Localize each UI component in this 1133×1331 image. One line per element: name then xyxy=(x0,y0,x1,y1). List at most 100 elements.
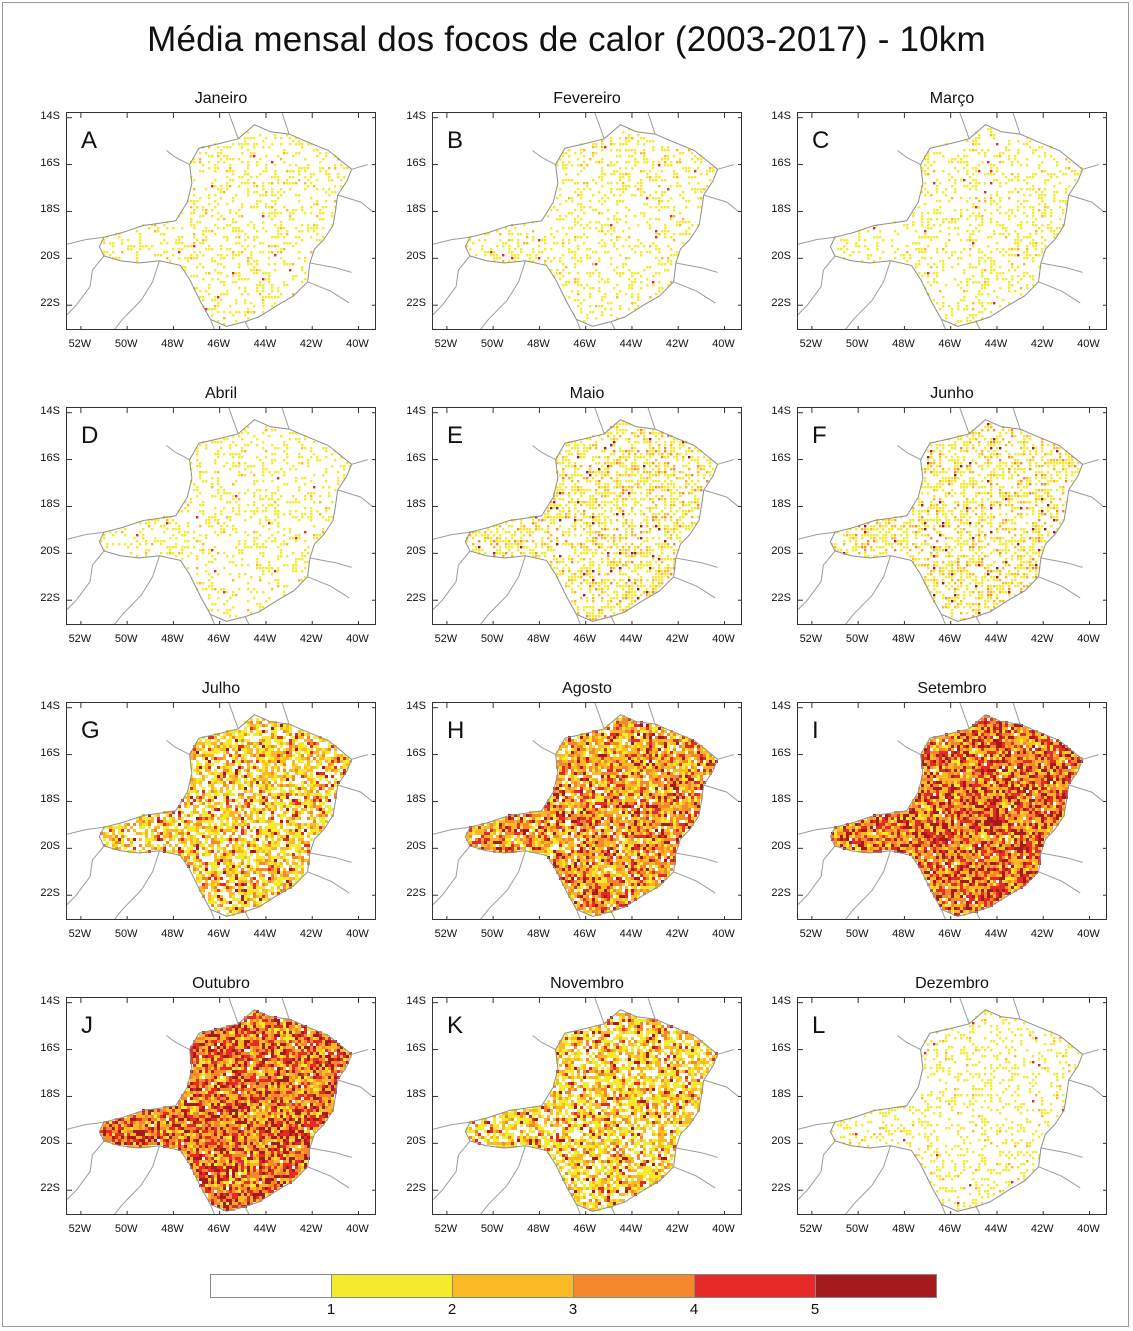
x-tick-label: 46W xyxy=(573,928,596,940)
legend-swatch-4 xyxy=(694,1274,816,1298)
state-boundary xyxy=(98,1009,353,1212)
heat-map xyxy=(67,998,375,1214)
neighbor-boundary xyxy=(166,1035,190,1051)
neighbor-boundary xyxy=(647,998,656,1020)
x-tick-label: 52W xyxy=(799,338,823,350)
panel-title-6: Junho xyxy=(930,385,974,402)
panel-letter: D xyxy=(81,422,99,449)
map-panel-f: F xyxy=(797,407,1107,625)
neighbor-boundary xyxy=(532,150,556,166)
neighbor-boundary xyxy=(244,1206,250,1214)
legend-swatch-3 xyxy=(573,1274,695,1298)
x-tick-label: 48W xyxy=(161,338,184,350)
x-tick-label: 42W xyxy=(1030,1223,1054,1235)
neighbor-boundary xyxy=(309,557,352,568)
neighbor-boundary xyxy=(309,262,352,273)
x-tick-label: 42W xyxy=(1030,633,1054,645)
x-tick-label: 42W xyxy=(665,338,689,350)
x-tick-label: 48W xyxy=(527,633,550,645)
neighbor-boundary xyxy=(845,555,891,624)
x-tick-label: 40W xyxy=(346,338,369,350)
y-tick-label: 16S xyxy=(771,1041,791,1054)
neighbor-boundary xyxy=(337,784,373,802)
x-tick-label: 44W xyxy=(619,338,643,350)
panel-letter: I xyxy=(812,717,819,744)
x-tick-label: 48W xyxy=(527,928,550,940)
x-tick-label: 52W xyxy=(434,928,458,940)
fire-density-cells xyxy=(466,128,715,323)
neighbor-boundary xyxy=(940,1204,946,1214)
x-tick-label: 46W xyxy=(573,633,596,645)
neighbor-boundary xyxy=(532,1035,556,1051)
neighbor-boundary xyxy=(959,703,970,729)
y-tick-label: 16S xyxy=(771,156,791,169)
x-tick-label: 40W xyxy=(1077,928,1100,940)
y-tick-label: 20S xyxy=(771,1135,791,1148)
neighbor-boundary xyxy=(209,319,215,329)
neighbor-boundary xyxy=(1068,784,1104,802)
neighbor-boundary xyxy=(1012,998,1021,1020)
x-tick-label: 42W xyxy=(1030,338,1054,350)
neighbor-boundary xyxy=(433,531,471,540)
x-tick-label: 42W xyxy=(665,633,689,645)
neighbor-boundary xyxy=(647,408,656,430)
y-tick-label: 14S xyxy=(406,109,426,122)
y-tick-label: 20S xyxy=(406,545,426,558)
x-tick-label: 46W xyxy=(938,633,961,645)
neighbor-boundary xyxy=(798,1121,836,1130)
x-tick-label: 48W xyxy=(527,1223,550,1235)
neighbor-boundary xyxy=(337,1079,373,1097)
y-tick-label: 18S xyxy=(771,1088,791,1101)
neighbor-boundary xyxy=(307,576,350,599)
x-tick-label: 40W xyxy=(712,338,735,350)
state-boundary xyxy=(464,124,719,327)
neighbor-boundary xyxy=(209,909,215,919)
neighbor-boundary xyxy=(1038,871,1081,894)
x-tick-label: 44W xyxy=(253,928,277,940)
neighbor-boundary xyxy=(845,850,891,919)
y-tick-label: 22S xyxy=(771,592,791,605)
fire-density-cells xyxy=(103,131,349,326)
neighbor-boundary xyxy=(703,194,739,212)
y-tick-label: 18S xyxy=(406,793,426,806)
x-tick-label: 48W xyxy=(527,338,550,350)
neighbor-boundary xyxy=(798,531,836,540)
heat-map xyxy=(798,703,1106,919)
x-tick-label: 40W xyxy=(346,633,369,645)
neighbor-boundary xyxy=(309,852,352,863)
neighbor-boundary xyxy=(114,1145,160,1214)
legend-label: 3 xyxy=(568,1301,578,1318)
x-tick-label: 48W xyxy=(892,1223,915,1235)
map-panel-c: C xyxy=(797,112,1107,330)
neighbor-boundary xyxy=(281,998,290,1020)
neighbor-boundary xyxy=(67,1121,105,1130)
neighbor-boundary xyxy=(433,845,471,905)
neighbor-boundary xyxy=(309,1147,352,1158)
state-boundary xyxy=(464,419,719,622)
y-tick-label: 20S xyxy=(40,1135,60,1148)
x-tick-label: 40W xyxy=(712,1223,735,1235)
y-tick-label: 18S xyxy=(406,203,426,216)
x-tick-label: 52W xyxy=(68,338,92,350)
y-tick-label: 18S xyxy=(771,793,791,806)
x-tick-label: 52W xyxy=(68,633,92,645)
state-boundary xyxy=(98,124,353,327)
x-tick-label: 44W xyxy=(984,633,1008,645)
neighbor-boundary xyxy=(975,616,981,624)
y-tick-label: 20S xyxy=(406,1135,426,1148)
neighbor-boundary xyxy=(480,555,526,624)
y-tick-label: 16S xyxy=(406,1041,426,1054)
map-panel-l: L xyxy=(797,997,1107,1215)
x-tick-label: 42W xyxy=(299,928,323,940)
neighbor-boundary xyxy=(351,459,368,465)
x-tick-label: 44W xyxy=(619,1223,643,1235)
x-tick-label: 40W xyxy=(346,1223,369,1235)
fire-density-cells xyxy=(831,715,1083,916)
neighbor-boundary xyxy=(940,614,946,624)
neighbor-boundary xyxy=(594,113,605,139)
y-tick-label: 18S xyxy=(771,498,791,511)
neighbor-boundary xyxy=(307,871,350,894)
neighbor-boundary xyxy=(244,321,250,329)
panel-letter: E xyxy=(447,422,464,449)
